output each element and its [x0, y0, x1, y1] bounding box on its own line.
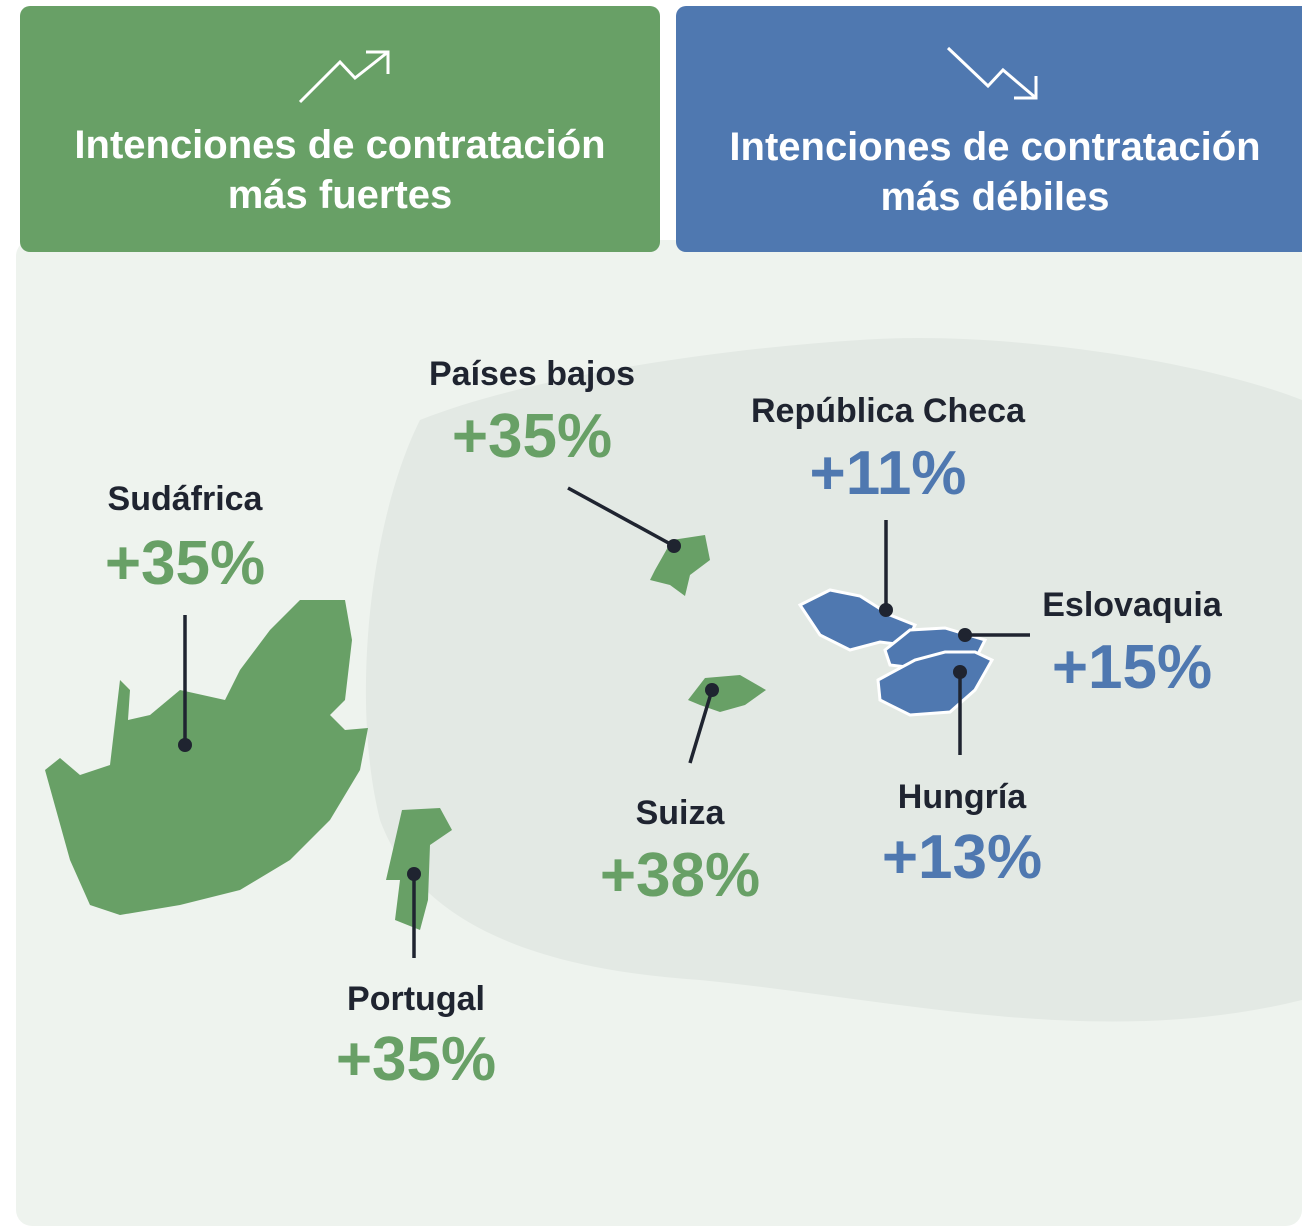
country-name: Eslovaquia — [1042, 586, 1223, 624]
leaders — [178, 486, 1030, 958]
south-africa-shape — [45, 600, 368, 915]
country-change: +35% — [336, 1025, 496, 1094]
country-name: Hungría — [898, 778, 1028, 816]
country-change: +11% — [810, 439, 967, 508]
portugal-shape — [386, 808, 452, 930]
netherlands-shape — [650, 535, 710, 596]
europe-silhouette — [365, 338, 1302, 1022]
panel-title: Intenciones de contratación más débiles — [729, 125, 1260, 219]
country-change: +35% — [105, 529, 265, 598]
strong-panel — [20, 6, 660, 252]
country-change: +35% — [452, 402, 612, 471]
country-change: +15% — [1052, 633, 1212, 702]
country-name: República Checa — [751, 392, 1026, 430]
country-name: Países bajos — [429, 355, 635, 393]
down-arrow-icon — [946, 46, 1038, 100]
country-change: +38% — [600, 841, 760, 910]
panel-title: Intenciones de contratación más fuertes — [74, 123, 605, 217]
country-name: Sudáfrica — [108, 480, 264, 518]
up-arrow-icon — [298, 50, 390, 104]
country-name: Portugal — [347, 980, 485, 1018]
country-change: +13% — [882, 823, 1042, 892]
weak-panel — [676, 6, 1302, 252]
country-name: Suiza — [636, 794, 726, 832]
